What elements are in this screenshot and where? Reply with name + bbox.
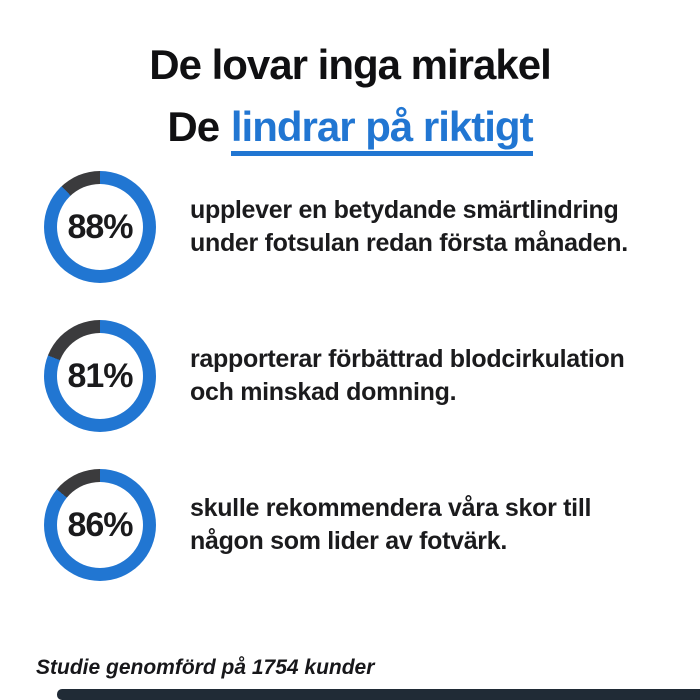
ring-percent-label: 81% bbox=[67, 356, 133, 395]
stat-description-line: upplever en betydande smärtlindring bbox=[190, 196, 619, 224]
bottom-progress-bar bbox=[57, 689, 700, 700]
page-title: De lovar inga mirakel De lindrar på rikti… bbox=[0, 34, 700, 158]
page-title-line1: De lovar inga mirakel bbox=[149, 41, 552, 88]
stat-description: skulle rekommendera våra skor till någon… bbox=[190, 492, 591, 558]
page-title-line2: De lindrar på riktigt bbox=[0, 96, 700, 158]
donut-chart-81: 81% bbox=[44, 320, 156, 432]
donut-chart-86: 86% bbox=[44, 469, 156, 581]
stat-description: upplever en betydande smärtlindring unde… bbox=[190, 194, 628, 260]
donut-chart-88: 88% bbox=[44, 171, 156, 283]
stat-row: 86% skulle rekommendera våra skor till n… bbox=[44, 469, 680, 581]
ring-percent-label: 88% bbox=[67, 207, 133, 246]
title-link[interactable]: lindrar på riktigt bbox=[230, 103, 534, 156]
ring-percent-label: 86% bbox=[67, 505, 133, 544]
stat-description-line: under fotsulan redan första månaden. bbox=[190, 229, 628, 257]
footer-study-note: Studie genomförd på 1754 kunder bbox=[36, 656, 375, 679]
stat-description-line: och minskad domning. bbox=[190, 378, 457, 406]
stat-description: rapporterar förbättrad blodcirkulation o… bbox=[190, 343, 625, 409]
stat-row: 88% upplever en betydande smärtlindring … bbox=[44, 171, 680, 283]
stat-description-line: skulle rekommendera våra skor till bbox=[190, 494, 592, 522]
title-line2-prefix: De bbox=[167, 103, 220, 150]
stat-description-line: rapporterar förbättrad blodcirkulation bbox=[190, 345, 625, 373]
stat-row: 81% rapporterar förbättrad blodcirkulati… bbox=[44, 320, 680, 432]
stat-description-line: någon som lider av fotvärk. bbox=[190, 527, 507, 555]
